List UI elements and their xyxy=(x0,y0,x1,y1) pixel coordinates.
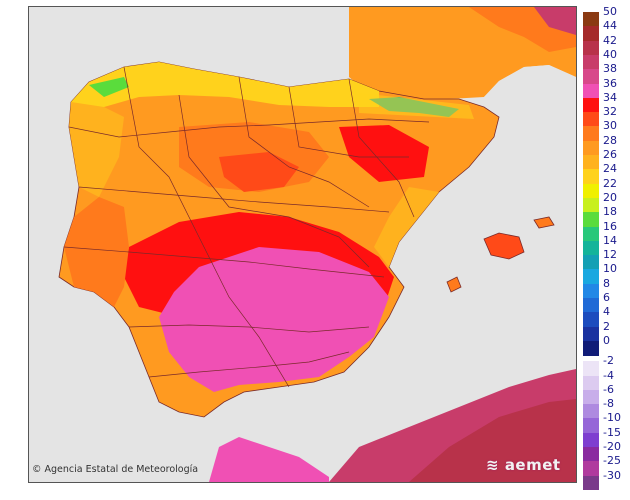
map-svg xyxy=(29,7,576,482)
legend-label: 2 xyxy=(603,319,610,333)
legend-label: 8 xyxy=(603,276,610,290)
legend-label: 12 xyxy=(603,248,617,262)
legend-swatch xyxy=(583,326,599,342)
east-coast-warm xyxy=(374,187,439,267)
legend-swatch xyxy=(583,475,599,491)
ebro-valley-hot xyxy=(339,125,429,182)
legend-label: 42 xyxy=(603,33,617,47)
legend-label: -2 xyxy=(603,354,614,368)
galicia-mild xyxy=(69,102,124,197)
legend-label: 36 xyxy=(603,76,617,90)
legend-label: 24 xyxy=(603,162,617,176)
legend-swatch xyxy=(583,183,599,199)
legend-swatch xyxy=(583,447,599,462)
legend-swatch xyxy=(583,69,599,84)
legend-swatch xyxy=(583,83,599,99)
legend-label: 16 xyxy=(603,219,617,233)
legend-swatch xyxy=(583,140,599,156)
temperature-map xyxy=(28,6,577,483)
legend-swatch xyxy=(583,97,599,113)
credit-text: Agencia Estatal de Meteorología xyxy=(44,464,199,475)
color-legend: 50 44 42 40 38 36 34 32 30 28 26 24 22 20 18 16 14 12 10 8 6… xyxy=(583,6,629,491)
legend-label: -25 xyxy=(603,454,621,468)
legend-swatch xyxy=(583,298,599,313)
legend-swatch xyxy=(583,255,599,270)
north-africa-inner xyxy=(409,399,576,482)
legend-swatch xyxy=(583,404,599,419)
south-extreme xyxy=(159,247,389,392)
legend-label: 14 xyxy=(603,233,617,247)
legend-label: -20 xyxy=(603,440,621,453)
legend-label: 20 xyxy=(603,190,617,204)
north-africa-west xyxy=(209,437,329,482)
legend-label: 28 xyxy=(603,133,617,147)
legend-swatch xyxy=(583,418,599,434)
legend-label: 44 xyxy=(603,19,617,33)
legend-label: 0 xyxy=(603,333,610,347)
legend-swatch xyxy=(583,155,599,170)
pyrenees-mild xyxy=(359,93,474,119)
legend-label: 40 xyxy=(603,47,617,61)
menorca-island xyxy=(533,216,555,229)
legend-swatch xyxy=(583,361,599,376)
legend-swatch xyxy=(583,283,599,299)
legend-label: 30 xyxy=(603,119,617,133)
legend-label: 32 xyxy=(603,105,617,119)
portugal-warm xyxy=(64,197,129,307)
legend-swatch xyxy=(583,269,599,285)
mallorca-island xyxy=(483,232,525,260)
legend-swatch xyxy=(583,240,599,256)
legend-label: 38 xyxy=(603,62,617,76)
legend-swatch xyxy=(583,389,599,405)
legend-swatch xyxy=(583,375,599,391)
legend-label: -15 xyxy=(603,425,621,439)
sea-gulf-of-lion xyxy=(484,65,576,157)
legend-swatch xyxy=(583,226,599,242)
legend-label: -6 xyxy=(603,382,614,396)
copyright-icon: © xyxy=(32,464,42,475)
legend-swatch xyxy=(583,54,599,70)
legend-label: 34 xyxy=(603,90,617,104)
aemet-logo: ≋ aemet xyxy=(486,456,561,474)
legend-label: 18 xyxy=(603,205,617,219)
legend-swatch xyxy=(583,312,599,328)
legend-label: -8 xyxy=(603,397,614,411)
legend-swatch xyxy=(583,432,599,448)
legend-label: -10 xyxy=(603,411,621,425)
legend-label: -4 xyxy=(603,368,614,382)
legend-swatch xyxy=(583,112,599,127)
legend-swatch xyxy=(583,169,599,185)
legend-swatch xyxy=(583,340,599,356)
ibiza-island xyxy=(446,276,462,293)
legend-swatch xyxy=(583,197,599,213)
legend-label: 4 xyxy=(603,305,610,319)
legend-swatch xyxy=(583,461,599,477)
legend-swatch xyxy=(583,40,599,56)
credit-line: © Agencia Estatal de Meteorología xyxy=(32,464,198,475)
legend-label: 26 xyxy=(603,148,617,161)
aemet-swirl-icon: ≋ xyxy=(486,456,500,474)
legend-label: 6 xyxy=(603,291,610,304)
legend-label: 50 xyxy=(603,5,617,18)
north-coast-mild xyxy=(71,62,379,117)
france-corner-hot xyxy=(534,7,576,35)
duero-hot xyxy=(219,152,299,192)
cantabria-green xyxy=(89,77,129,97)
aemet-logo-text: aemet xyxy=(504,456,561,474)
legend-swatch xyxy=(583,126,599,142)
legend-label: -30 xyxy=(603,468,621,482)
legend-swatch xyxy=(583,212,599,227)
legend-label: 22 xyxy=(603,176,617,190)
legend-swatch xyxy=(583,12,599,27)
legend-swatch xyxy=(583,26,599,42)
province-borders xyxy=(63,66,430,388)
legend-label: 10 xyxy=(603,262,617,276)
